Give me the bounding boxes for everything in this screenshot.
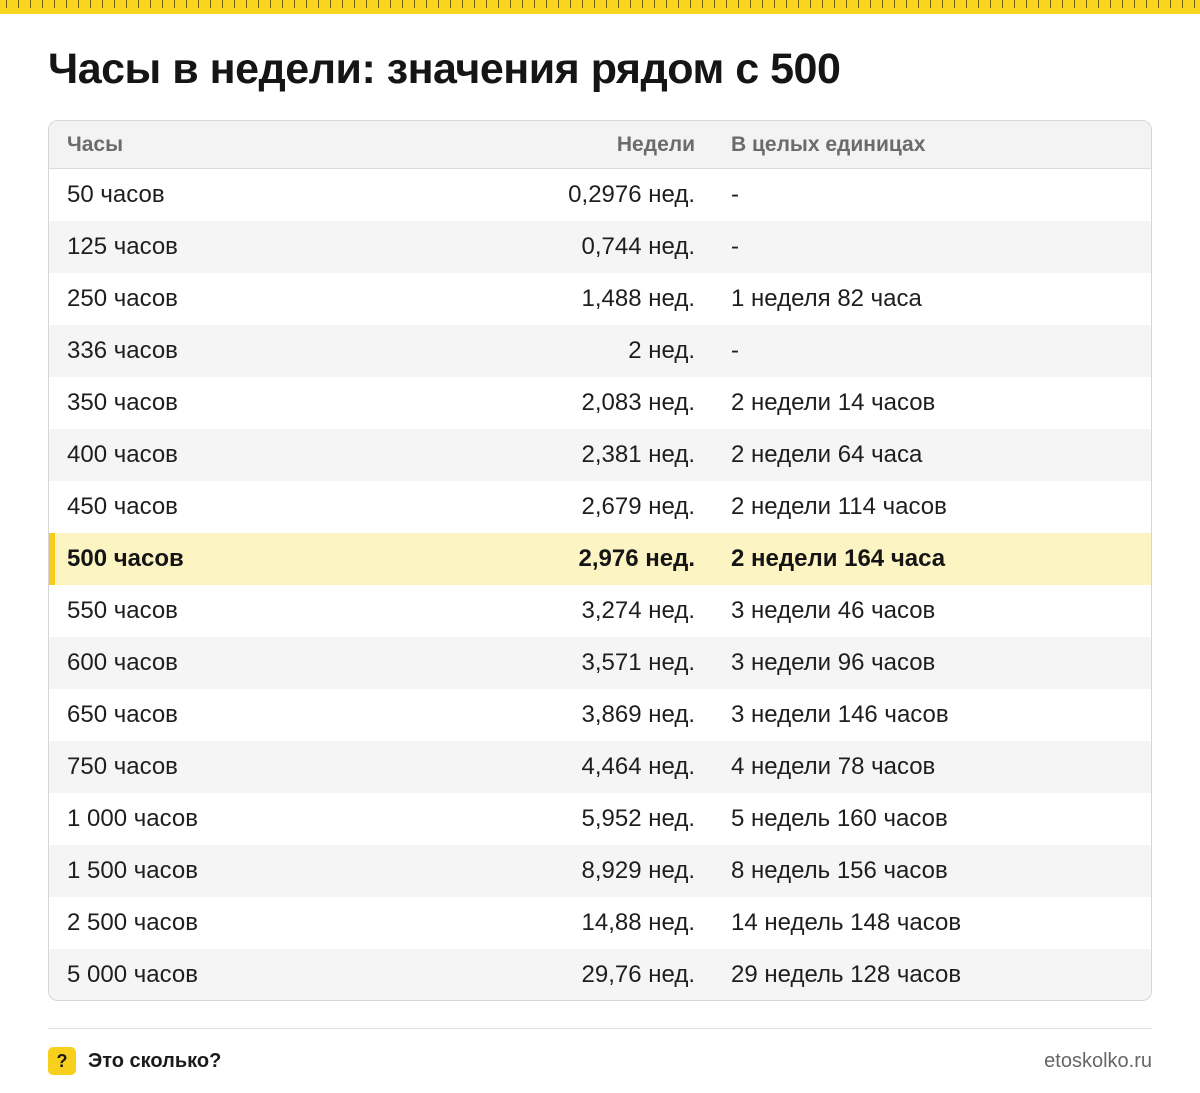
cell-hours: 125 часов bbox=[67, 233, 178, 260]
header-hours: Часы bbox=[67, 132, 124, 156]
table-row: 5 000 часов 29,76 нед. 29 недель 128 часов bbox=[49, 949, 1151, 1000]
cell-whole-units: 8 недель 156 часов bbox=[731, 857, 948, 884]
table-row: 336 часов 2 нед. - bbox=[49, 325, 1151, 377]
site-link[interactable]: etoskolko.ru bbox=[1044, 1050, 1152, 1072]
cell-weeks: 0,744 нед. bbox=[581, 233, 695, 260]
cell-weeks: 8,929 нед. bbox=[581, 857, 695, 884]
cell-whole-units: 2 недели 164 часа bbox=[731, 545, 946, 572]
cell-whole-units: 2 недели 64 часа bbox=[731, 441, 923, 468]
cell-whole-units: 2 недели 114 часов bbox=[731, 493, 947, 520]
cell-weeks: 4,464 нед. bbox=[581, 753, 695, 780]
cell-hours: 650 часов bbox=[67, 701, 178, 728]
cell-hours: 5 000 часов bbox=[67, 961, 198, 988]
cell-weeks: 2,381 нед. bbox=[581, 441, 695, 468]
cell-whole-units: 3 недели 96 часов bbox=[731, 649, 936, 676]
cell-weeks: 2,679 нед. bbox=[581, 493, 695, 520]
cell-whole-units: 29 недель 128 часов bbox=[731, 961, 962, 988]
brand-name: Это сколько? bbox=[88, 1049, 222, 1072]
table-row: 600 часов 3,571 нед. 3 недели 96 часов bbox=[49, 637, 1151, 689]
cell-hours: 600 часов bbox=[67, 649, 178, 676]
cell-weeks: 14,88 нед. bbox=[581, 909, 695, 936]
table-header: Часы Недели В целых единицах bbox=[49, 121, 1151, 169]
cell-whole-units: - bbox=[731, 181, 739, 208]
cell-weeks: 3,869 нед. bbox=[581, 701, 695, 728]
cell-hours: 336 часов bbox=[67, 337, 178, 364]
table-row: 750 часов 4,464 нед. 4 недели 78 часов bbox=[49, 741, 1151, 793]
cell-whole-units: - bbox=[731, 233, 739, 260]
cell-hours: 400 часов bbox=[67, 441, 178, 468]
table-row: 50 часов 0,2976 нед. - bbox=[49, 169, 1151, 221]
cell-hours: 250 часов bbox=[67, 285, 178, 312]
cell-whole-units: 3 недели 146 часов bbox=[731, 701, 949, 728]
footer-divider bbox=[48, 1028, 1152, 1029]
cell-whole-units: 2 недели 14 часов bbox=[731, 389, 936, 416]
cell-whole-units: 1 неделя 82 часа bbox=[731, 285, 922, 312]
cell-weeks: 2,083 нед. bbox=[581, 389, 695, 416]
table-row: 650 часов 3,869 нед. 3 недели 146 часов bbox=[49, 689, 1151, 741]
cell-weeks: 29,76 нед. bbox=[581, 961, 695, 988]
brand[interactable]: ? Это сколько? bbox=[48, 1047, 221, 1075]
table-row: 125 часов 0,744 нед. - bbox=[49, 221, 1151, 273]
table-row: 2 500 часов 14,88 нед. 14 недель 148 часов bbox=[49, 897, 1151, 949]
table-row: 450 часов 2,679 нед. 2 недели 114 часов bbox=[49, 481, 1151, 533]
page-title: Часы в недели: значения рядом с 500 bbox=[48, 45, 841, 93]
cell-weeks: 5,952 нед. bbox=[581, 805, 695, 832]
question-icon: ? bbox=[48, 1047, 76, 1075]
cell-weeks: 3,274 нед. bbox=[581, 597, 695, 624]
cell-weeks: 2,976 нед. bbox=[578, 545, 695, 572]
cell-weeks: 2 нед. bbox=[628, 337, 695, 364]
cell-whole-units: 3 недели 46 часов bbox=[731, 597, 936, 624]
table-row: 1 000 часов 5,952 нед. 5 недель 160 часов bbox=[49, 793, 1151, 845]
cell-weeks: 3,571 нед. bbox=[581, 649, 695, 676]
table-row: 550 часов 3,274 нед. 3 недели 46 часов bbox=[49, 585, 1151, 637]
cell-weeks: 1,488 нед. bbox=[581, 285, 695, 312]
cell-hours: 2 500 часов bbox=[67, 909, 198, 936]
cell-weeks: 0,2976 нед. bbox=[568, 181, 695, 208]
ruler-decoration bbox=[0, 0, 1200, 14]
cell-hours: 750 часов bbox=[67, 753, 178, 780]
header-weeks: Недели bbox=[616, 132, 695, 156]
cell-whole-units: 5 недель 160 часов bbox=[731, 805, 948, 832]
cell-hours: 450 часов bbox=[67, 493, 178, 520]
table-row-highlighted: 500 часов 2,976 нед. 2 недели 164 часа bbox=[49, 533, 1151, 585]
cell-hours: 1 500 часов bbox=[67, 857, 198, 884]
cell-hours: 50 часов bbox=[67, 181, 165, 208]
table-row: 1 500 часов 8,929 нед. 8 недель 156 часов bbox=[49, 845, 1151, 897]
table-body: 50 часов 0,2976 нед. - 125 часов 0,744 нед. -… bbox=[49, 169, 1151, 1000]
table-row: 250 часов 1,488 нед. 1 неделя 82 часа bbox=[49, 273, 1151, 325]
cell-hours: 1 000 часов bbox=[67, 805, 198, 832]
cell-whole-units: - bbox=[731, 337, 739, 364]
cell-whole-units: 4 недели 78 часов bbox=[731, 753, 936, 780]
cell-hours: 350 часов bbox=[67, 389, 178, 416]
table-row: 350 часов 2,083 нед. 2 недели 14 часов bbox=[49, 377, 1151, 429]
cell-hours: 500 часов bbox=[67, 545, 184, 572]
cell-hours: 550 часов bbox=[67, 597, 178, 624]
table-row: 400 часов 2,381 нед. 2 недели 64 часа bbox=[49, 429, 1151, 481]
header-whole-units: В целых единицах bbox=[731, 132, 926, 156]
conversion-table: Часы Недели В целых единицах 50 часов 0,2… bbox=[48, 120, 1152, 1001]
cell-whole-units: 14 недель 148 часов bbox=[731, 909, 962, 936]
